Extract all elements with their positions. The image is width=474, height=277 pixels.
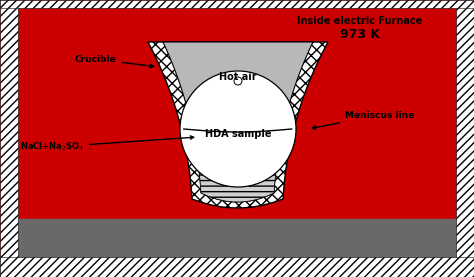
Text: HDA sample: HDA sample [205, 129, 271, 139]
Text: Hot air: Hot air [219, 72, 257, 82]
Bar [456, 0, 474, 277]
Text: NaCl+Na$_2$SO$_4$: NaCl+Na$_2$SO$_4$ [20, 136, 194, 153]
Text: Inside electric Furnace: Inside electric Furnace [297, 16, 423, 26]
Ellipse shape [180, 71, 296, 187]
Polygon shape [163, 42, 313, 202]
Text: 973 K: 973 K [340, 29, 380, 42]
Bar [0, 0, 18, 277]
Bar [0, 0, 474, 8]
Bar [0, 257, 474, 277]
Polygon shape [148, 42, 328, 208]
Text: Meniscus line: Meniscus line [312, 111, 414, 129]
Circle shape [234, 77, 242, 85]
Bar [18, 219, 456, 257]
Polygon shape [183, 129, 292, 202]
Text: Crucible: Crucible [75, 55, 154, 68]
